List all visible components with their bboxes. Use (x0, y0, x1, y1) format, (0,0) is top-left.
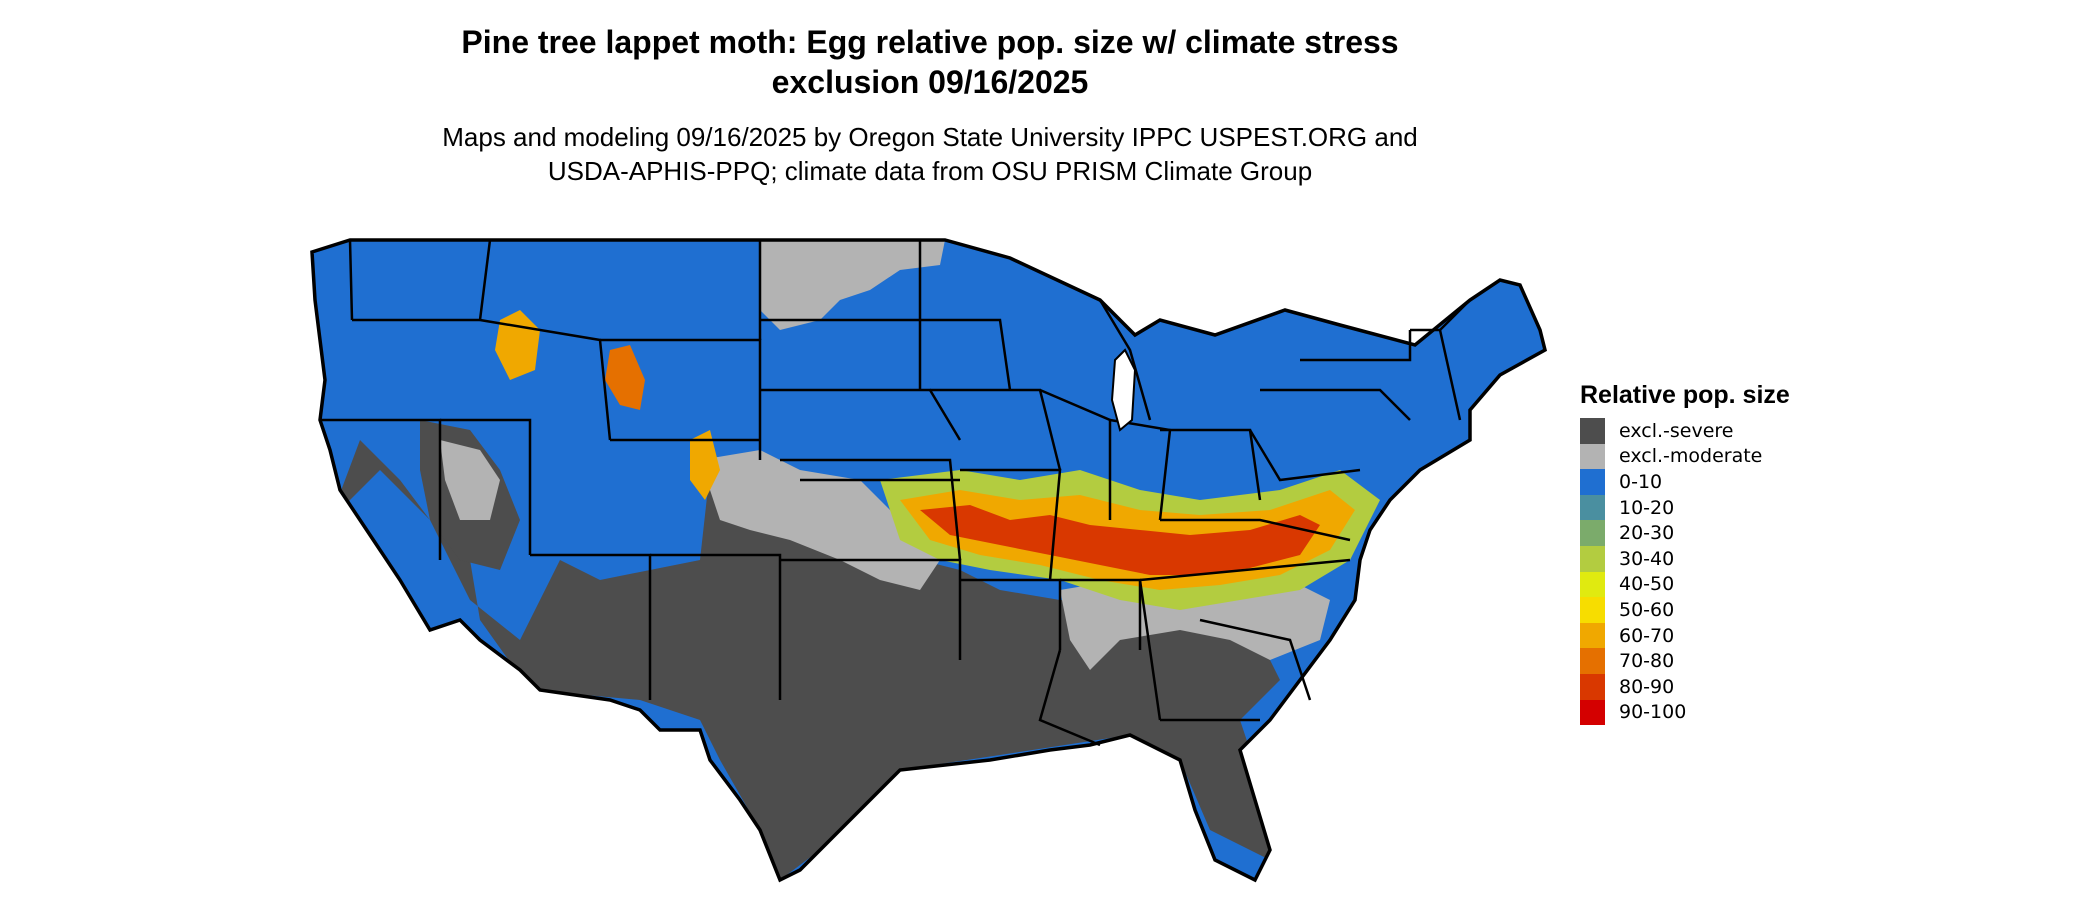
legend-item: 50-60 (1580, 597, 1790, 623)
title-line-1: Pine tree lappet moth: Egg relative pop.… (461, 24, 1399, 60)
subtitle-line-1: Maps and modeling 09/16/2025 by Oregon S… (442, 122, 1418, 152)
legend-swatch (1580, 469, 1605, 495)
legend-label: 40-50 (1619, 573, 1675, 596)
title-line-2: exclusion 09/16/2025 (771, 64, 1089, 100)
legend-label: excl.-moderate (1619, 445, 1763, 468)
legend-swatch (1580, 520, 1605, 546)
legend-swatch (1580, 571, 1605, 598)
legend-label: 60-70 (1619, 624, 1675, 647)
legend-label: 50-60 (1619, 598, 1675, 621)
legend-label: 30-40 (1619, 547, 1675, 570)
legend-item: excl.-moderate (1580, 443, 1790, 470)
legend-item: 90-100 (1580, 699, 1790, 726)
legend-swatch (1580, 597, 1605, 623)
legend-label: 20-30 (1619, 522, 1675, 545)
legend: Relative pop. size excl.-severe excl.-mod… (1580, 380, 1790, 726)
region-nevada-moderate (440, 440, 500, 520)
legend-label: 70-80 (1619, 650, 1675, 673)
legend-title: Relative pop. size (1580, 381, 1790, 409)
region-rockies-patch-2 (605, 345, 645, 410)
legend-swatch (1580, 494, 1605, 521)
subtitle-line-2: USDA-APHIS-PPQ; climate data from OSU PR… (547, 156, 1313, 186)
legend-swatch (1580, 545, 1605, 572)
legend-swatch (1580, 673, 1605, 700)
legend-item: 80-90 (1580, 673, 1790, 700)
region-southwest-severe (330, 440, 1280, 880)
legend-swatch (1580, 648, 1605, 674)
suitability-regions (330, 240, 1380, 880)
lake-michigan (1110, 348, 1137, 432)
legend-item: 20-30 (1580, 520, 1790, 546)
legend-swatch (1580, 418, 1605, 444)
map-title: Pine tree lappet moth: Egg relative pop.… (0, 22, 1860, 102)
legend-swatch (1580, 622, 1605, 649)
us-map (310, 238, 1547, 882)
region-plains-moderate (700, 450, 940, 590)
map-subtitle: Maps and modeling 09/16/2025 by Oregon S… (0, 120, 1860, 188)
legend-item: excl.-severe (1580, 418, 1790, 444)
legend-label: 10-20 (1619, 496, 1675, 519)
legend-item: 30-40 (1580, 545, 1790, 572)
legend-item: 10-20 (1580, 494, 1790, 521)
region-central-belt-high (920, 505, 1320, 575)
legend-label: excl.-severe (1619, 419, 1734, 442)
legend-item: 40-50 (1580, 571, 1790, 598)
region-rockies-patch-3 (690, 430, 720, 500)
legend-label: 90-100 (1619, 701, 1687, 724)
legend-item: 0-10 (1580, 469, 1790, 495)
legend-label: 80-90 (1619, 675, 1675, 698)
legend-item: 70-80 (1580, 648, 1790, 674)
legend-items: excl.-severe excl.-moderate 0-10 10-20 20-30… (1580, 418, 1790, 726)
region-north-plains-moderate (760, 240, 945, 330)
legend-item: 60-70 (1580, 622, 1790, 649)
state-borders (320, 239, 1471, 747)
legend-label: 0-10 (1619, 470, 1663, 493)
legend-swatch (1580, 699, 1605, 726)
legend-swatch (1580, 443, 1605, 470)
